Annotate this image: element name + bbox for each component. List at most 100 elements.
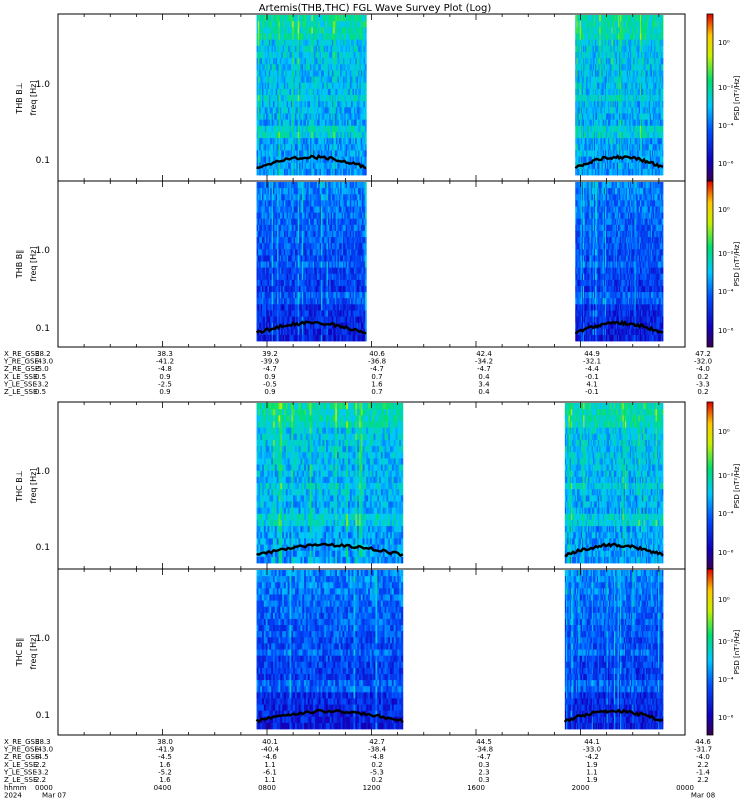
spectrogram-cell xyxy=(593,21,596,28)
spectrogram-cell xyxy=(347,58,349,65)
spectrogram-cell xyxy=(341,150,344,157)
spectrogram-cell xyxy=(271,144,274,151)
spectrogram-cell xyxy=(336,82,338,90)
spectrogram-cell xyxy=(307,107,310,114)
spectrogram-cell xyxy=(582,150,585,157)
spectrogram-cell xyxy=(282,101,285,108)
spectrogram-cell xyxy=(293,33,296,41)
spectrogram-cell xyxy=(579,138,582,145)
spectrogram-cell xyxy=(325,33,327,41)
spectrogram-cell xyxy=(293,45,296,53)
spectrogram-cell xyxy=(256,125,259,133)
spectrogram-cell xyxy=(333,125,336,133)
spectrogram-cell xyxy=(338,76,341,84)
spectrogram-cell xyxy=(600,45,602,53)
spectrogram-cell xyxy=(591,101,594,108)
spectrogram-cell xyxy=(592,95,595,102)
spectrogram-cell xyxy=(281,138,284,145)
spectrogram-cell xyxy=(352,88,355,96)
spectrogram-cell xyxy=(363,113,366,121)
spectrogram-cell xyxy=(593,168,596,176)
spectrogram-cell xyxy=(588,125,590,133)
spectrogram-cell xyxy=(301,162,304,170)
spectrogram-cell xyxy=(316,88,319,96)
spectrogram-cell xyxy=(290,168,293,176)
spectrogram-cell xyxy=(301,27,304,34)
spectrogram-cell xyxy=(321,82,323,90)
spectrogram-cell xyxy=(595,76,597,84)
spectrogram-cell xyxy=(591,113,594,121)
spectrogram-cell xyxy=(289,150,292,157)
spectrogram-cell xyxy=(275,162,278,170)
spectrogram-cell xyxy=(581,168,584,176)
spectrogram-cell xyxy=(326,70,329,77)
spectrogram-cell xyxy=(592,107,595,114)
spectrogram-cell xyxy=(597,125,599,133)
spectrogram-cell xyxy=(310,138,312,145)
spectrogram-cell xyxy=(285,168,288,176)
spectrogram-cell xyxy=(259,82,262,90)
spectrogram-cell xyxy=(301,156,304,164)
spectrogram-cell xyxy=(266,162,268,170)
spectrogram-cell xyxy=(580,15,583,22)
spectrogram-cell xyxy=(356,51,359,59)
spectrogram-cell xyxy=(333,144,336,151)
spectrogram-cell xyxy=(589,131,592,139)
spectrogram-cell xyxy=(600,51,602,59)
spectrogram-cell xyxy=(322,101,325,108)
spectrogram-cell xyxy=(316,64,319,71)
spectrogram-cell xyxy=(282,76,285,84)
spectrogram-cell xyxy=(588,168,590,176)
spectrogram-cell xyxy=(301,82,304,90)
spectrogram-cell xyxy=(264,95,267,102)
spectrogram-cell xyxy=(347,162,349,170)
spectrogram-cell xyxy=(301,76,304,84)
spectrogram-cell xyxy=(281,101,284,108)
spectrogram-cell xyxy=(282,131,285,139)
spectrogram-cell xyxy=(266,150,268,157)
spectrogram-cell xyxy=(294,138,297,145)
spectrogram-cell xyxy=(344,107,347,114)
spectrogram-cell xyxy=(286,82,289,90)
spectrogram-cell xyxy=(589,33,592,41)
spectrogram-cell xyxy=(304,119,307,127)
spectrogram-cell xyxy=(319,58,322,65)
spectrogram-cell xyxy=(363,70,366,77)
spectrogram-cell xyxy=(362,39,364,47)
spectrogram-cell xyxy=(341,39,344,47)
spectrogram-cell xyxy=(349,76,352,84)
spectrogram-cell xyxy=(584,150,586,157)
spectrogram-cell xyxy=(257,156,260,164)
spectrogram-cell xyxy=(304,76,307,84)
spectrogram-cell xyxy=(307,88,310,96)
spectrogram-cell xyxy=(315,88,318,96)
spectrogram-cell xyxy=(301,150,304,157)
spectrogram-cell xyxy=(592,144,595,151)
spectrogram-cell xyxy=(341,125,344,133)
spectrogram-cell xyxy=(308,138,311,145)
spectrogram-cell xyxy=(581,131,584,139)
spectrogram-cell xyxy=(319,64,322,71)
spectrogram-cell xyxy=(300,125,303,133)
spectrogram-cell xyxy=(363,27,366,34)
spectrogram-cell xyxy=(349,107,352,114)
spectrogram-cell xyxy=(325,64,327,71)
spectrogram-cell xyxy=(278,144,281,151)
spectrogram-cell xyxy=(352,156,355,164)
spectrogram-cell xyxy=(598,27,600,34)
spectrogram-cell xyxy=(286,64,289,71)
spectrogram-cell xyxy=(259,168,262,176)
spectrogram-cell xyxy=(363,15,366,22)
spectrogram-cell xyxy=(586,125,588,133)
spectrogram-cell xyxy=(348,107,351,114)
panel-ylabel-bottom: freq [Hz] xyxy=(29,81,38,116)
spectrogram-cell xyxy=(288,119,290,127)
spectrogram-cell xyxy=(342,51,345,59)
spectrogram-cell xyxy=(580,95,583,102)
spectrogram-cell xyxy=(362,101,364,108)
spectrogram-cell xyxy=(266,119,268,127)
spectrogram-cell xyxy=(314,45,316,53)
spectrogram-cell xyxy=(576,82,578,90)
spectrogram-cell xyxy=(334,150,337,157)
spectrogram-cell xyxy=(585,33,587,41)
